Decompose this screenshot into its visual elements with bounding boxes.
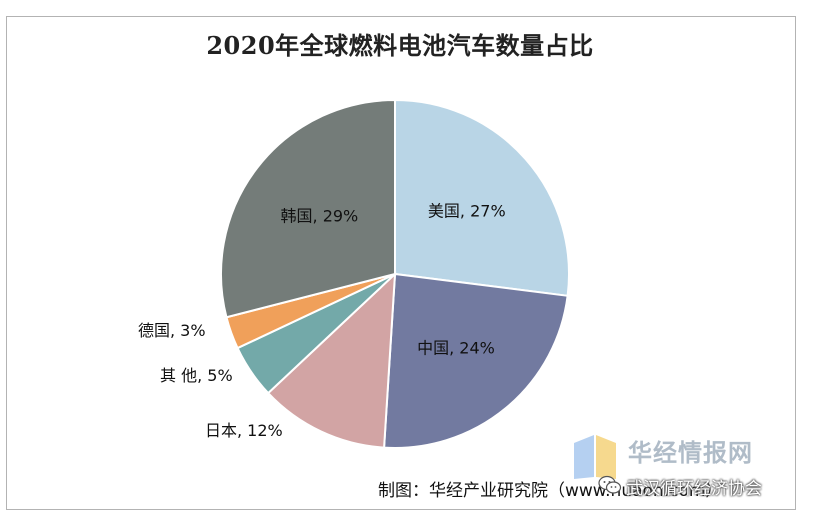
slice-label-1: 美国, 27% xyxy=(428,202,506,221)
pie-labels: 美国, 27% 中国, 24% 日本, 12% 其 他, 5% 德国, 3% 韩国, 29… xyxy=(138,202,506,440)
pie-slice-2 xyxy=(383,272,569,450)
wechat-icon xyxy=(598,475,622,494)
slice-label-4: 其 他, 5% xyxy=(160,366,233,385)
slice-label-6: 韩国, 29% xyxy=(281,206,359,225)
pie-slice-3 xyxy=(266,271,397,449)
watermark-brand: 华经情报网 xyxy=(628,439,753,467)
huajing-logo-icon xyxy=(574,435,616,479)
chart-title: 2020年全球燃料电池汽车数量占比 xyxy=(206,31,594,60)
slice-label-3: 日本, 12% xyxy=(205,421,283,440)
slice-label-5: 德国, 3% xyxy=(138,321,206,340)
pie-slice-6 xyxy=(220,98,396,319)
pie-slices xyxy=(220,98,571,450)
pie-slice-1 xyxy=(394,98,571,297)
watermark-account: 武汉循环经济协会 xyxy=(626,479,762,499)
chart-credit: 制图：华经产业研究院（www.huaon.com） xyxy=(378,481,723,501)
slice-label-2: 中国, 24% xyxy=(417,339,495,358)
